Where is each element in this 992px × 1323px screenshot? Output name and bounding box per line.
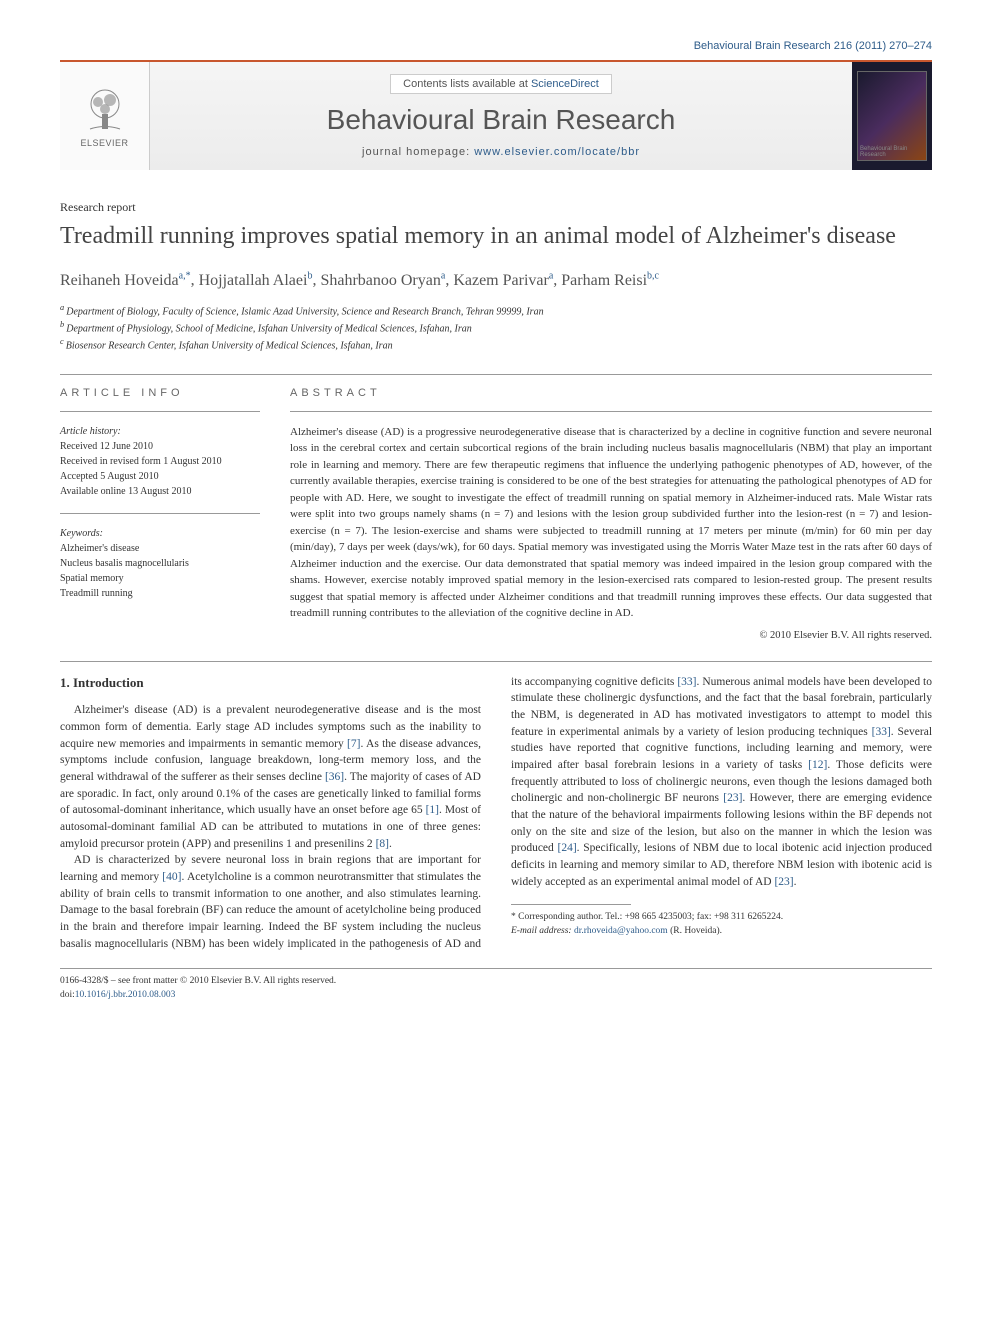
abstract-copyright: © 2010 Elsevier B.V. All rights reserved… <box>290 630 932 641</box>
corresponding-author-footnote: * Corresponding author. Tel.: +98 665 42… <box>511 911 932 938</box>
divider <box>60 661 932 662</box>
keywords-block: Keywords: Alzheimer's diseaseNucleus bas… <box>60 526 260 601</box>
keyword-item: Nucleus basalis magnocellularis <box>60 556 260 571</box>
contents-available-line: Contents lists available at ScienceDirec… <box>390 74 612 94</box>
history-line: Accepted 5 August 2010 <box>60 469 260 484</box>
body-two-column: 1. Introduction Alzheimer's disease (AD)… <box>60 674 932 953</box>
body-paragraph: Alzheimer's disease (AD) is a prevalent … <box>60 702 481 852</box>
doi-label: doi: <box>60 990 75 1000</box>
divider <box>290 411 932 412</box>
front-matter-line: 0166-4328/$ – see front matter © 2010 El… <box>60 975 932 988</box>
affiliation-line: b Department of Physiology, School of Me… <box>60 319 932 336</box>
author: Shahrbanoo Oryana <box>320 272 445 289</box>
divider <box>60 513 260 514</box>
section-heading-introduction: 1. Introduction <box>60 674 481 693</box>
citation-link[interactable]: [23] <box>723 792 742 804</box>
homepage-line: journal homepage: www.elsevier.com/locat… <box>362 146 640 158</box>
journal-cover-cell: Behavioural Brain Research <box>852 62 932 170</box>
keyword-item: Spatial memory <box>60 571 260 586</box>
article-type: Research report <box>60 200 932 215</box>
authors-line: Reihaneh Hoveidaa,*, Hojjatallah Alaeib,… <box>60 270 932 289</box>
article-info-column: article info Article history: Received 1… <box>60 387 260 641</box>
citation-link[interactable]: [33] <box>677 676 696 688</box>
article-info-label: article info <box>60 387 260 399</box>
corr-email-link[interactable]: dr.rhoveida@yahoo.com <box>574 926 668 936</box>
elsevier-tree-icon <box>80 84 130 134</box>
author: Kazem Parivara <box>453 272 553 289</box>
affiliation-line: c Biosensor Research Center, Isfahan Uni… <box>60 336 932 353</box>
author-affil-sup: b <box>307 270 312 281</box>
article-title: Treadmill running improves spatial memor… <box>60 221 932 252</box>
footnote-separator <box>511 904 631 905</box>
citation-link[interactable]: [40] <box>162 871 181 883</box>
homepage-pre: journal homepage: <box>362 146 474 158</box>
affiliation-line: a Department of Biology, Faculty of Scie… <box>60 302 932 319</box>
author-affil-sup: a <box>549 270 553 281</box>
citation-link[interactable]: [1] <box>426 804 439 816</box>
email-label: E-mail address: <box>511 926 572 936</box>
journal-reference: Behavioural Brain Research 216 (2011) 27… <box>60 40 932 52</box>
keyword-item: Treadmill running <box>60 586 260 601</box>
author-affil-sup: a <box>441 270 445 281</box>
citation-link[interactable]: [33] <box>872 726 891 738</box>
author: Parham Reisib,c <box>561 272 659 289</box>
divider <box>60 374 932 375</box>
citation-link[interactable]: [7] <box>347 738 360 750</box>
journal-title: Behavioural Brain Research <box>327 104 676 136</box>
cover-label: Behavioural Brain Research <box>860 146 926 158</box>
abstract-column: abstract Alzheimer's disease (AD) is a p… <box>290 387 932 641</box>
publisher-name: ELSEVIER <box>80 138 128 148</box>
abstract-label: abstract <box>290 387 932 399</box>
article-history-block: Article history: Received 12 June 2010Re… <box>60 424 260 499</box>
contents-pre: Contents lists available at <box>403 78 531 90</box>
divider <box>60 411 260 412</box>
author-affil-sup: a,* <box>179 270 191 281</box>
citation-link[interactable]: [23] <box>774 876 793 888</box>
history-line: Received in revised form 1 August 2010 <box>60 454 260 469</box>
keyword-item: Alzheimer's disease <box>60 541 260 556</box>
citation-link[interactable]: [12] <box>808 759 827 771</box>
journal-cover-thumbnail[interactable]: Behavioural Brain Research <box>857 71 927 161</box>
author-affil-sup: b,c <box>647 270 659 281</box>
abstract-text: Alzheimer's disease (AD) is a progressiv… <box>290 424 932 622</box>
doi-link[interactable]: 10.1016/j.bbr.2010.08.003 <box>75 990 176 1000</box>
publisher-logo-cell[interactable]: ELSEVIER <box>60 62 150 170</box>
citation-link[interactable]: [8] <box>376 838 389 850</box>
citation-link[interactable]: [24] <box>557 842 576 854</box>
author: Reihaneh Hoveidaa,* <box>60 272 191 289</box>
homepage-link[interactable]: www.elsevier.com/locate/bbr <box>474 146 640 158</box>
keywords-title: Keywords: <box>60 526 260 541</box>
history-line: Received 12 June 2010 <box>60 439 260 454</box>
history-title: Article history: <box>60 424 260 439</box>
affiliations-block: a Department of Biology, Faculty of Scie… <box>60 302 932 354</box>
header-center: Contents lists available at ScienceDirec… <box>150 62 852 170</box>
divider <box>60 968 932 969</box>
corr-line: * Corresponding author. Tel.: +98 665 42… <box>511 911 932 924</box>
journal-header-band: ELSEVIER Contents lists available at Sci… <box>60 60 932 170</box>
sciencedirect-link[interactable]: ScienceDirect <box>531 78 599 90</box>
email-suffix: (R. Hoveida). <box>670 926 722 936</box>
citation-link[interactable]: [36] <box>325 771 344 783</box>
history-line: Available online 13 August 2010 <box>60 484 260 499</box>
doi-line: doi:10.1016/j.bbr.2010.08.003 <box>60 989 932 1002</box>
author: Hojjatallah Alaeib <box>199 272 313 289</box>
